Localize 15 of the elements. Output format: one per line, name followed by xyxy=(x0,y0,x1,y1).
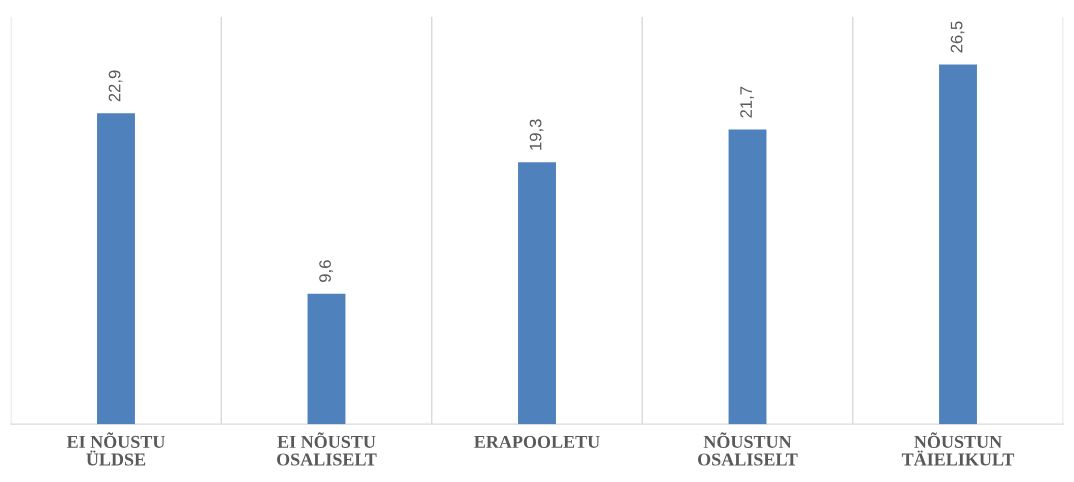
data-label: 22,9 xyxy=(108,70,123,102)
data-label: 19,3 xyxy=(529,119,544,150)
x-tick-label: EI NÕUSTU ÜLDSE xyxy=(66,432,165,466)
bar xyxy=(307,293,346,425)
data-label: 21,7 xyxy=(740,86,754,118)
x-tick-label: NÕUSTUN TÄIELIKULT xyxy=(901,432,1015,466)
bar xyxy=(728,129,767,425)
bar xyxy=(939,64,977,425)
x-tick-label: NÕUSTUN OSALISELT xyxy=(698,432,798,466)
data-label: 26,5 xyxy=(950,21,965,53)
x-tick-label: ERAPOOLETU xyxy=(474,435,600,448)
bar xyxy=(518,162,556,425)
bar xyxy=(97,113,135,425)
data-label: 9,6 xyxy=(319,260,333,282)
x-tick-label: EI NÕUSTU OSALISELT xyxy=(277,432,377,466)
